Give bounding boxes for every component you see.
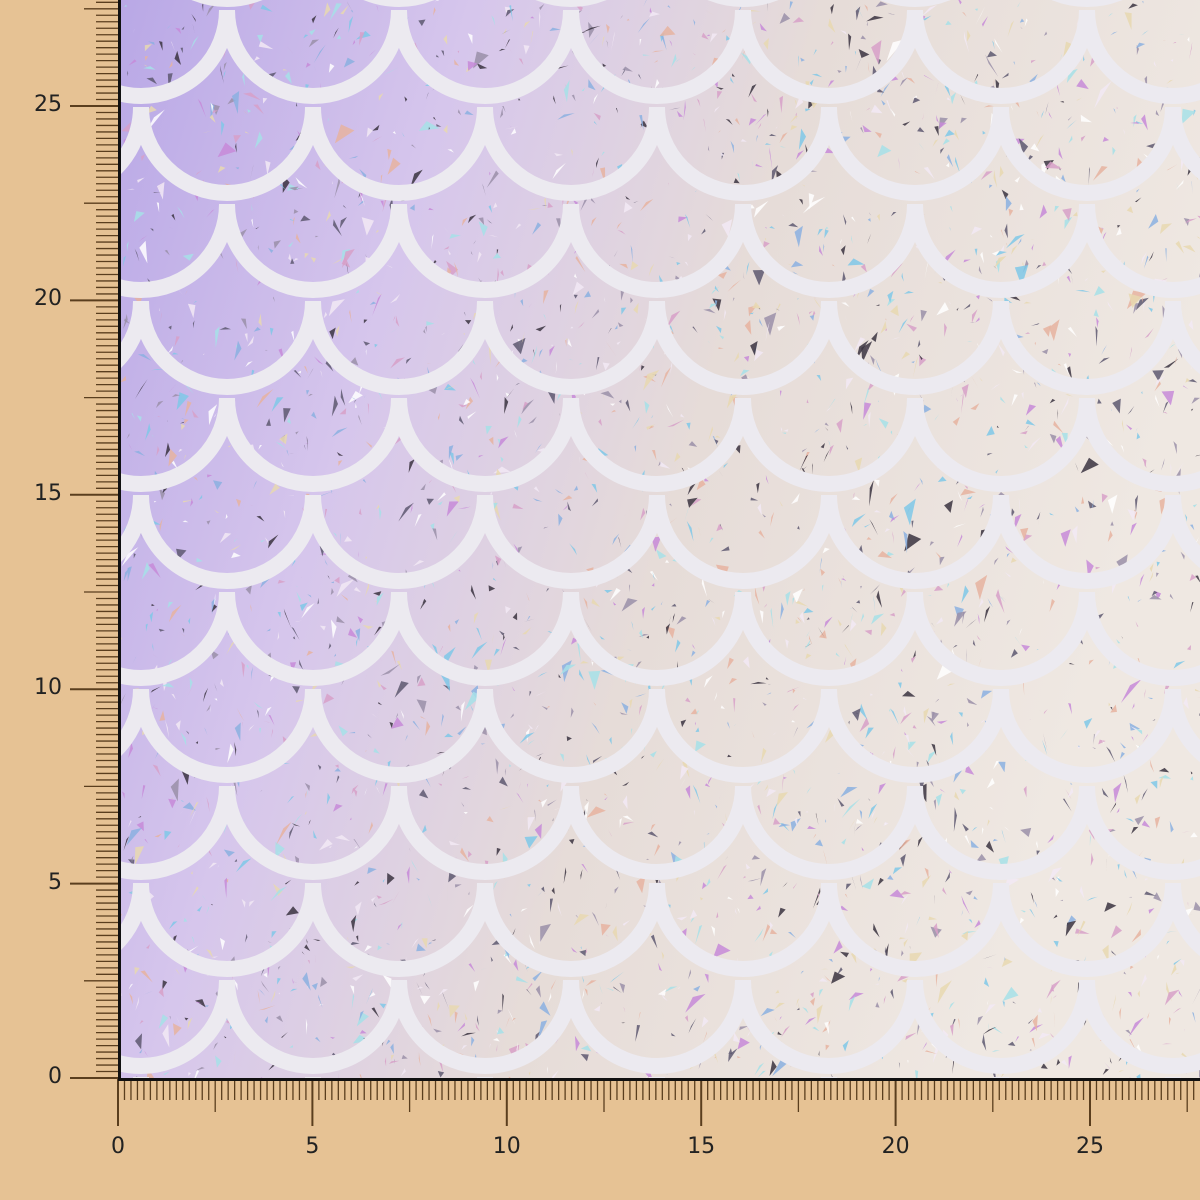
ruler-label-left: 20 [34,286,62,312]
ruler-label-bottom: 15 [687,1134,716,1159]
ruler-label-left: 15 [34,480,62,506]
ruler-label-bottom: 0 [111,1134,125,1159]
fabric-image [121,0,1200,1078]
ruler-label-left: 10 [34,675,62,701]
horizontal-ruler [117,1078,1195,1126]
fabric-swatch [118,0,1200,1081]
ruler-label-bottom: 10 [492,1134,521,1159]
ruler-label-left: 25 [34,92,62,117]
ruler-label-left: 5 [48,869,62,895]
vertical-ruler [70,1,118,1079]
ruler-label-left: 0 [48,1064,62,1089]
ruler-label-bottom: 25 [1076,1134,1104,1159]
ruler-label-bottom: 5 [305,1134,320,1159]
ruler-label-bottom: 20 [881,1134,910,1159]
scale-pattern [121,0,1200,1078]
